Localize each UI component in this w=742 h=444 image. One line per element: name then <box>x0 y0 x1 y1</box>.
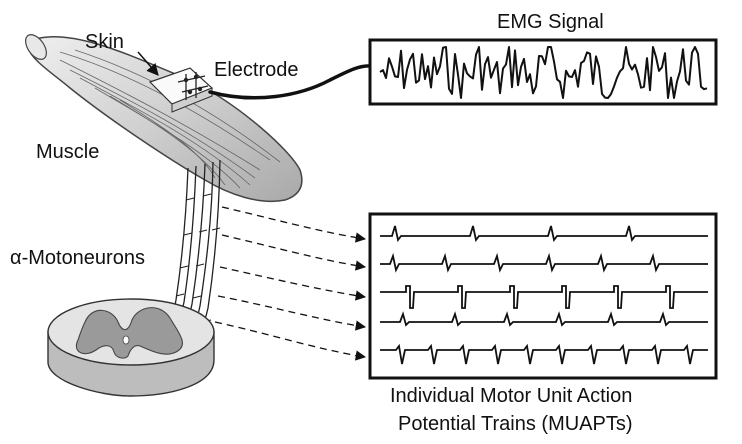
muscle-illustration <box>25 34 303 203</box>
spinal-cord-section <box>47 298 215 397</box>
muscle-label: Muscle <box>36 141 99 163</box>
motoneuron-ticks <box>175 193 221 323</box>
emg-signal-trace <box>379 46 708 99</box>
emg-signal-title: EMG Signal <box>497 11 604 33</box>
muapt-caption-line1: Individual Motor Unit Action <box>390 385 632 407</box>
muapt-trace-3 <box>380 285 708 309</box>
muapt-trace-1 <box>380 225 708 243</box>
muapt-arrows <box>214 206 367 361</box>
muapt-caption-line2: Potential Trains (MUAPTs) <box>398 413 633 435</box>
electrode-cable <box>208 64 374 100</box>
electrode-label: Electrode <box>214 59 299 81</box>
motoneurons-label: α-Motoneurons <box>10 247 145 269</box>
muapt-trace-5 <box>380 343 708 365</box>
emg-signal-box <box>368 38 718 106</box>
skin-label: Skin <box>85 31 124 53</box>
electrode <box>148 67 214 113</box>
muapt-trace-2 <box>380 252 708 273</box>
muapt-trace-4 <box>380 311 708 327</box>
muapt-box <box>368 212 718 380</box>
skin-pointer <box>137 51 159 76</box>
